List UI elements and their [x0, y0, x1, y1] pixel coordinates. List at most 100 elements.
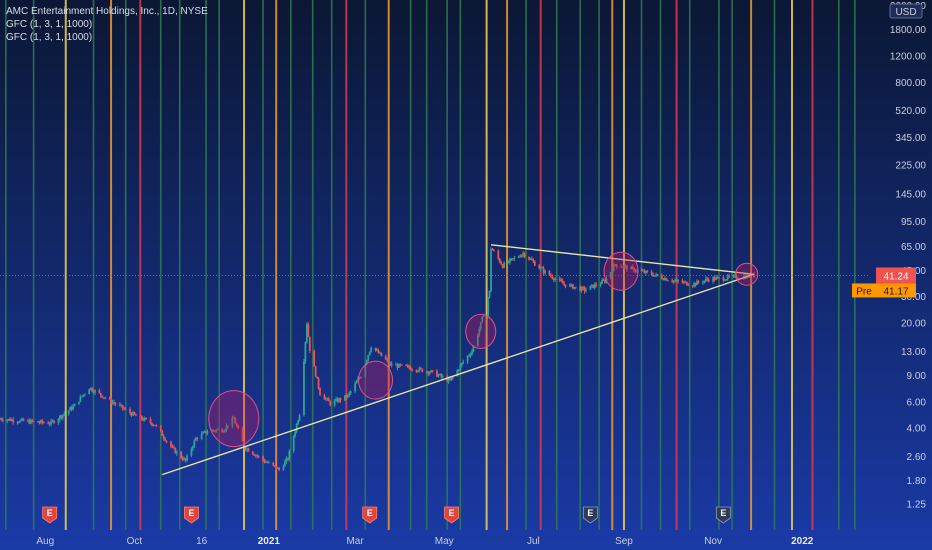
candle-body [28, 420, 31, 424]
candle-body [92, 391, 95, 393]
candle-body [368, 351, 371, 356]
currency-label: USD [895, 7, 916, 18]
highlight-circle[interactable] [603, 251, 639, 291]
candle-body [665, 278, 668, 281]
candle-body [447, 378, 450, 382]
candle-body [257, 456, 260, 457]
candle-body [523, 253, 526, 257]
candle-body [611, 271, 614, 273]
candle-body [513, 257, 516, 259]
candle-body [471, 351, 473, 355]
candle-body [161, 430, 164, 436]
earnings-icon[interactable] [715, 506, 731, 524]
candle-body [263, 460, 266, 463]
candle-body [656, 274, 659, 276]
x-tick-label: May [435, 536, 454, 547]
y-tick-label: 4.00 [907, 424, 927, 435]
candle-body [472, 345, 475, 352]
candle-body [509, 258, 511, 263]
candle-body [129, 408, 131, 413]
candle-body [183, 458, 186, 460]
highlight-circle[interactable] [208, 390, 260, 448]
candle-body [589, 285, 592, 290]
candle-body [379, 352, 381, 354]
candle-body [693, 283, 696, 287]
candle-body [684, 281, 687, 283]
candle-body [324, 398, 327, 400]
indicator-legend-1[interactable]: GFC (1, 3, 1, 1000) [6, 19, 93, 30]
candle-body [716, 277, 719, 278]
candle-body [102, 397, 105, 399]
candle-body [552, 278, 555, 281]
candle-body [642, 270, 644, 272]
trendline-2[interactable] [490, 244, 755, 275]
candle-body [83, 394, 86, 395]
candle-body [294, 431, 297, 437]
candle-body [297, 420, 300, 425]
candle-body [152, 425, 155, 426]
candle-body [142, 419, 145, 421]
candle-body [0, 418, 1, 420]
candle-body [427, 371, 430, 374]
candle-body [425, 371, 428, 373]
candle-body [666, 280, 669, 282]
earnings-icon[interactable] [362, 506, 378, 524]
x-tick-label: Oct [127, 536, 143, 547]
candle-body [409, 367, 412, 370]
candle-body [288, 450, 291, 460]
highlight-circle[interactable] [735, 262, 759, 286]
candle-body [295, 424, 298, 432]
earnings-icon[interactable] [184, 506, 199, 524]
candle-body [568, 284, 571, 287]
candle-body [231, 417, 234, 427]
candle-body [590, 284, 593, 286]
candle-body [98, 390, 101, 393]
candle-body [200, 433, 203, 440]
earnings-label: E [449, 508, 455, 518]
earnings-icon[interactable] [444, 506, 459, 524]
candle-body [348, 392, 351, 395]
candle-body [462, 361, 465, 363]
candle-body [162, 435, 165, 439]
x-tick-label: Jul [527, 536, 540, 547]
candle-body [706, 278, 709, 280]
candle-body [80, 396, 83, 398]
candle-body [108, 397, 111, 399]
candle-body [631, 266, 634, 268]
candle-body [558, 278, 561, 280]
candle-body [574, 286, 577, 288]
candle-body [205, 431, 207, 434]
candle-body [212, 430, 215, 431]
candle-body [265, 462, 267, 463]
earnings-label: E [587, 508, 593, 518]
y-tick-label: 30.00 [901, 292, 926, 303]
candle-body [387, 360, 390, 364]
trendline-1[interactable] [161, 273, 755, 476]
candle-body [571, 284, 574, 289]
earnings-icon[interactable] [582, 506, 598, 524]
candle-body [31, 419, 34, 422]
candle-body [644, 270, 647, 273]
candle-body [593, 284, 596, 288]
candle-body [601, 280, 603, 284]
currency-badge[interactable] [889, 3, 923, 19]
candle-body [104, 397, 107, 399]
earnings-icon[interactable] [42, 506, 58, 524]
candle-body [134, 414, 137, 416]
highlight-circle[interactable] [358, 360, 394, 400]
candle-body [246, 448, 248, 450]
candle-body [335, 398, 337, 401]
highlight-circle[interactable] [465, 313, 497, 349]
candle-body [476, 334, 479, 346]
candle-body [89, 387, 92, 390]
candle-body [190, 448, 193, 456]
candle-body [120, 405, 123, 407]
candle-body [703, 280, 706, 283]
indicator-legend-2[interactable]: GFC (1, 3, 1, 1000) [6, 32, 93, 43]
candle-body [333, 400, 336, 406]
candle-body [193, 440, 196, 447]
candle-body [417, 371, 419, 372]
y-tick-label: 520.00 [895, 106, 926, 117]
